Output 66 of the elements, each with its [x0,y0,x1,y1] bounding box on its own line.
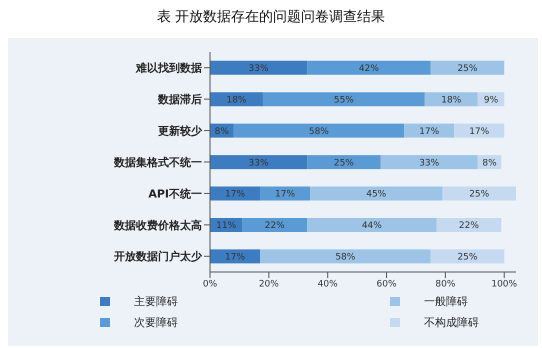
bar [436,218,502,232]
data-label: 55% [334,95,354,106]
legend-label: 不构成障碍 [424,315,479,330]
data-label: 18% [441,95,462,106]
data-label: 22% [264,221,286,232]
y-tick-label: 数据集格式不统一 [113,156,202,169]
bar [260,186,310,201]
data-label: 25% [469,190,490,200]
bar [310,186,442,201]
data-label: 25% [334,158,354,168]
bar [454,124,504,138]
bar [210,155,308,170]
bar [260,249,431,264]
bar [210,186,260,201]
data-label: 17% [275,190,296,200]
x-tick-label: 40% [318,279,338,290]
legend-label: 一般障碍 [424,294,468,309]
data-label: 22% [458,221,480,232]
data-label: 45% [366,190,387,200]
bar [210,60,308,75]
bar [430,249,504,264]
data-label: 25% [457,252,478,263]
bar [404,124,454,138]
x-tick-label: 20% [258,279,280,290]
y-tick-label: 数据滞后 [157,93,202,106]
data-label: 33% [248,64,269,74]
data-label: 44% [362,221,382,232]
data-label: 25% [457,64,478,74]
bar [307,60,431,75]
bar [380,155,478,170]
data-label: 8% [482,158,498,168]
x-tick-label: 60% [376,279,397,290]
y-tick-label: API不统一 [148,187,202,200]
data-label: 58% [335,252,356,263]
y-tick-label: 难以找到数据 [135,62,202,75]
data-label: 18% [226,95,247,106]
legend-label: 次要障碍 [134,315,178,330]
bar [307,218,437,232]
bar [210,92,263,106]
y-tick-label: 数据收费价格太高 [113,218,202,232]
bar [307,155,381,170]
data-label: 33% [248,158,269,168]
data-label: 8% [214,126,230,137]
data-label: 33% [419,158,440,168]
data-label: 11% [216,221,237,232]
data-label: 9% [484,95,499,106]
x-tick-label: 80% [435,279,456,290]
y-tick-label: 更新较少 [158,124,203,138]
data-label: 17% [225,190,246,200]
chart-title: 表 开放数据存在的问题问卷调查结果 [156,8,386,26]
x-tick-label: 100% [491,279,518,290]
bar [242,218,308,232]
bar [262,92,425,106]
bar [234,124,404,138]
data-label: 58% [308,126,330,137]
bar [430,60,504,75]
y-tick-label: 开放数据门户太少 [113,250,203,264]
x-tick-label: 0% [202,279,218,290]
data-label: 17% [225,252,246,263]
bar [442,186,516,201]
bar [424,92,478,106]
data-label: 17% [419,126,440,137]
data-label: 42% [358,64,380,74]
bar [210,249,260,264]
legend-label: 主要障碍 [134,294,178,309]
data-label: 17% [469,126,490,137]
